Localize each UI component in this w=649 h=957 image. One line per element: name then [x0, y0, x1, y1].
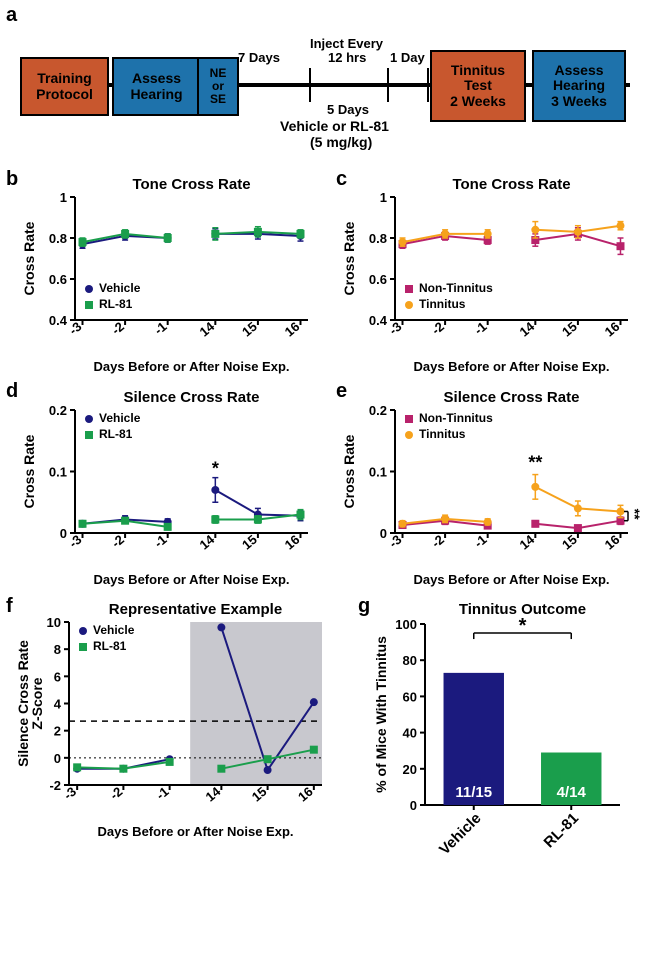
svg-text:Days Before or After Noise Exp: Days Before or After Noise Exp. [413, 572, 609, 587]
svg-text:0.4: 0.4 [369, 313, 388, 328]
svg-text:Silence Cross Rate: Silence Cross Rate [444, 389, 580, 406]
svg-text:% of Mice With Tinnitus: % of Mice With Tinnitus [373, 636, 389, 793]
svg-text:Cross Rate: Cross Rate [21, 434, 37, 508]
svg-text:Days Before or After Noise Exp: Days Before or After Noise Exp. [97, 824, 293, 839]
svg-text:Vehicle: Vehicle [99, 281, 141, 295]
timeline-box-training-text: Training Protocol [36, 71, 93, 102]
svg-text:0.8: 0.8 [369, 231, 387, 246]
svg-text:4: 4 [54, 697, 62, 712]
svg-text:4/14: 4/14 [557, 784, 587, 801]
svg-text:Vehicle: Vehicle [436, 810, 485, 859]
svg-text:Cross Rate: Cross Rate [21, 221, 37, 295]
panel-g-label: g [358, 595, 370, 618]
svg-text:*: * [519, 615, 527, 637]
panel-c-chart: 0.40.60.81-3-2-1141516Tone Cross RateDay… [340, 175, 640, 375]
svg-text:0.1: 0.1 [49, 465, 67, 480]
svg-text:RL-81: RL-81 [99, 297, 133, 311]
svg-text:Representative Example: Representative Example [109, 601, 282, 618]
panel-b-chart: 0.40.60.81-3-2-1141516Tone Cross RateDay… [20, 175, 320, 375]
svg-text:16: 16 [602, 319, 623, 340]
svg-text:16: 16 [295, 784, 316, 805]
timeline-box-training: Training Protocol [20, 57, 109, 116]
panel-b-label: b [6, 168, 18, 191]
svg-text:Z-Score: Z-Score [29, 677, 45, 729]
timeline-box-tinnitus-text: Tinnitus Test 2 Weeks [450, 63, 506, 109]
svg-text:0.2: 0.2 [369, 403, 387, 418]
svg-text:Tone Cross Rate: Tone Cross Rate [452, 176, 570, 193]
svg-text:RL-81: RL-81 [541, 810, 582, 851]
svg-text:Tone Cross Rate: Tone Cross Rate [132, 176, 250, 193]
svg-text:20: 20 [403, 762, 417, 777]
svg-text:Tinnitus: Tinnitus [419, 427, 466, 441]
svg-text:Silence Cross Rate: Silence Cross Rate [124, 389, 260, 406]
svg-text:Tinnitus: Tinnitus [419, 297, 466, 311]
timeline-12hrs: 12 hrs [328, 50, 366, 65]
svg-text:2: 2 [54, 724, 61, 739]
timeline-box-assess1-text: Assess Hearing [130, 71, 182, 102]
svg-text:10: 10 [47, 615, 61, 630]
svg-text:16: 16 [602, 532, 623, 553]
timeline-dose: (5 mg/kg) [310, 134, 372, 150]
svg-text:0.4: 0.4 [49, 313, 68, 328]
svg-text:Tinnitus Outcome: Tinnitus Outcome [459, 601, 586, 618]
svg-text:40: 40 [403, 726, 417, 741]
timeline-box-nese-text: NE or SE [210, 67, 227, 107]
timeline-box-assess1: Assess Hearing [112, 57, 201, 116]
svg-text:Days Before or After Noise Exp: Days Before or After Noise Exp. [413, 359, 609, 374]
svg-text:Non-Tinnitus: Non-Tinnitus [419, 411, 493, 425]
panel-g-chart: 0 20 40 60 80 100 11/15 Vehicle 4/14 RL-81 *Tinnit… [370, 600, 630, 880]
svg-text:Cross Rate: Cross Rate [341, 221, 357, 295]
timeline-box-assess2: Assess Hearing 3 Weeks [532, 50, 626, 122]
timeline-inject: Inject Every [310, 36, 383, 51]
svg-text:16: 16 [282, 532, 303, 553]
timeline-diagram: Training Protocol Assess Hearing NE or S… [20, 10, 630, 160]
svg-text:15: 15 [239, 532, 260, 553]
svg-text:1: 1 [380, 190, 387, 205]
svg-text:16: 16 [282, 319, 303, 340]
svg-text:0.2: 0.2 [49, 403, 67, 418]
panel-f-label: f [6, 595, 13, 618]
svg-text:1: 1 [60, 190, 67, 205]
svg-text:100: 100 [395, 617, 417, 632]
svg-text:0.6: 0.6 [49, 272, 67, 287]
svg-text:11/15: 11/15 [455, 784, 492, 801]
svg-text:0: 0 [410, 798, 417, 813]
svg-text:0.1: 0.1 [369, 465, 387, 480]
panel-d-chart: 00.10.2-3-2-1141516*Silence Cross RateDa… [20, 388, 320, 588]
panel-e-chart: 00.10.2-3-2-1141516****Silence Cross Rat… [340, 388, 640, 588]
svg-text:Days Before or After Noise Exp: Days Before or After Noise Exp. [93, 572, 289, 587]
svg-text:80: 80 [403, 653, 417, 668]
svg-text:6: 6 [54, 669, 61, 684]
svg-text:**: ** [627, 509, 640, 520]
svg-text:Cross Rate: Cross Rate [341, 434, 357, 508]
timeline-7days: 7 Days [238, 50, 280, 65]
timeline-5days: 5 Days [327, 102, 369, 117]
svg-text:0.8: 0.8 [49, 231, 67, 246]
svg-text:15: 15 [559, 319, 580, 340]
svg-text:0.6: 0.6 [369, 272, 387, 287]
svg-text:15: 15 [239, 319, 260, 340]
svg-text:8: 8 [54, 642, 61, 657]
svg-text:Days Before or After Noise Exp: Days Before or After Noise Exp. [93, 359, 289, 374]
svg-text:RL-81: RL-81 [93, 639, 127, 653]
svg-text:Vehicle: Vehicle [93, 623, 135, 637]
timeline-box-tinnitus: Tinnitus Test 2 Weeks [430, 50, 526, 122]
svg-text:15: 15 [249, 784, 270, 805]
svg-text:*: * [212, 459, 219, 479]
panel-d-label: d [6, 380, 18, 403]
svg-text:RL-81: RL-81 [99, 427, 133, 441]
timeline-1day: 1 Day [390, 50, 425, 65]
panel-a-label: a [6, 4, 17, 27]
timeline-box-assess2-text: Assess Hearing 3 Weeks [551, 63, 607, 109]
svg-text:0: 0 [54, 751, 61, 766]
svg-text:15: 15 [559, 532, 580, 553]
timeline-box-nese: NE or SE [197, 57, 239, 116]
panel-f-chart: -20246810-3-2-1141516Representative Exam… [14, 600, 334, 840]
svg-text:60: 60 [403, 689, 417, 704]
timeline-vehicle-rl81: Vehicle or RL-81 [280, 118, 389, 134]
svg-text:Vehicle: Vehicle [99, 411, 141, 425]
svg-text:**: ** [528, 452, 542, 472]
svg-text:Non-Tinnitus: Non-Tinnitus [419, 281, 493, 295]
svg-text:-2: -2 [49, 778, 61, 793]
